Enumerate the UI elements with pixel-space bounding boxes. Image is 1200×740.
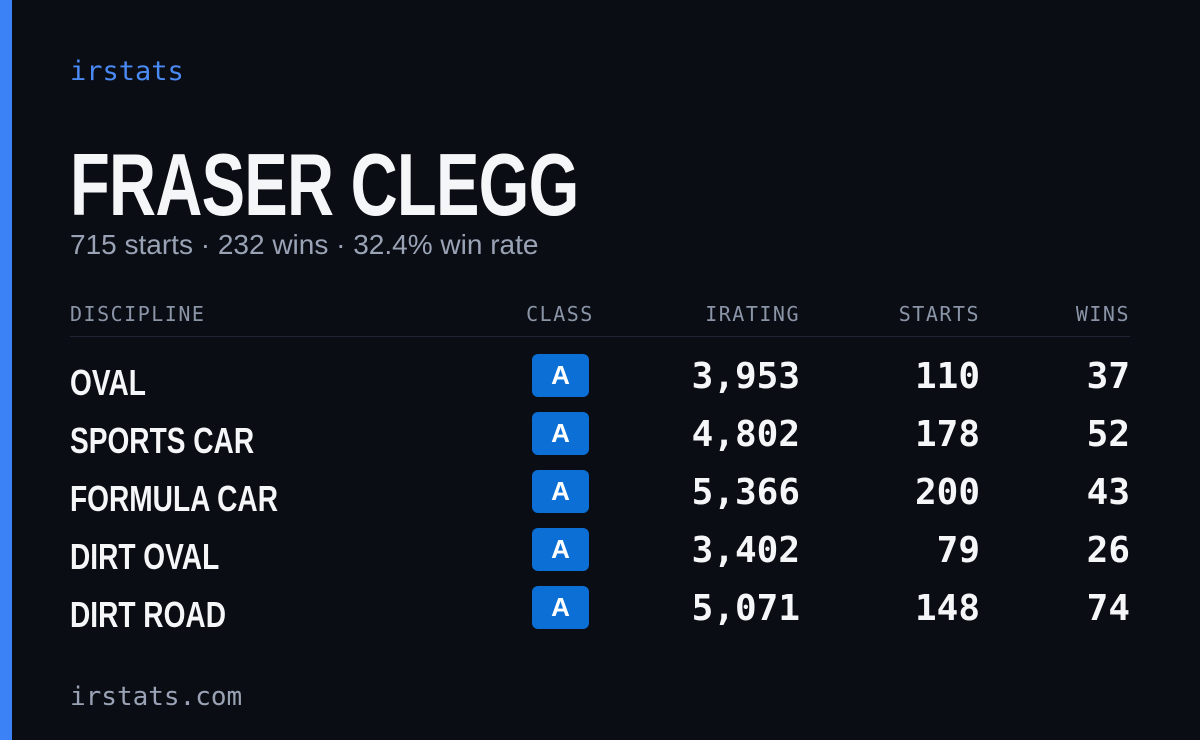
wins: 74 [1086,588,1130,629]
irating: 4,802 [691,414,800,455]
irating: 3,402 [691,530,800,571]
starts: 200 [914,472,980,513]
class-badge: A [532,528,589,571]
class-badge: A [532,412,589,455]
class-badge: A [532,354,589,397]
wins: 37 [1086,356,1130,397]
discipline: DIRT OVAL [70,536,220,577]
accent-bar [0,0,12,740]
discipline: DIRT ROAD [70,594,226,635]
column-header: DISCIPLINE [70,302,206,326]
header-rule [70,336,1130,337]
irating: 3,953 [691,356,800,397]
driver-name: FRASER CLEGG [70,135,579,234]
class-badge: A [532,586,589,629]
starts: 110 [914,356,980,397]
irating: 5,366 [691,472,800,513]
wins: 26 [1086,530,1130,571]
column-header: IRATING [705,302,800,326]
starts: 178 [914,414,980,455]
brand: irstats [70,56,184,87]
driver-summary: 715 starts · 232 wins · 32.4% win rate [70,229,539,260]
irating: 5,071 [691,588,800,629]
wins: 52 [1086,414,1130,455]
column-header: STARTS [898,302,980,326]
wins: 43 [1086,472,1130,513]
footer-url: irstats.com [70,682,243,712]
starts: 148 [914,588,980,629]
discipline: FORMULA CAR [70,478,278,519]
discipline: SPORTS CAR [70,420,255,461]
column-header: CLASS [526,302,594,326]
column-header: WINS [1075,302,1130,326]
starts: 79 [936,530,980,571]
class-badge: A [532,470,589,513]
discipline: OVAL [70,362,146,403]
